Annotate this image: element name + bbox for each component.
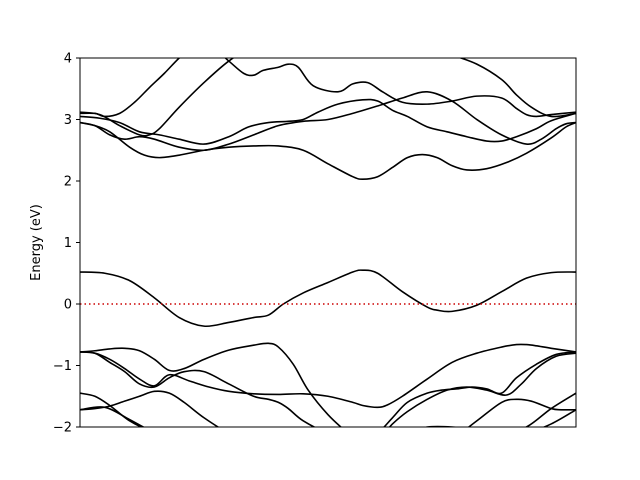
y-tick-label: −1 (53, 359, 72, 374)
band-line-10 (80, 98, 576, 145)
y-tick-label: 2 (64, 175, 72, 190)
band-line-7 (80, 269, 576, 328)
plot-area (80, 58, 576, 427)
band-line-4 (80, 342, 576, 427)
band-line-2 (80, 392, 576, 427)
band-line-6 (80, 351, 576, 427)
y-tick-label: −2 (53, 421, 72, 436)
band-lines (80, 58, 576, 427)
y-tick-label: 1 (64, 236, 72, 251)
band-line-5 (80, 343, 576, 409)
y-tick-label: 4 (64, 52, 72, 67)
band-line-9 (80, 91, 576, 152)
y-tick-label: 0 (64, 298, 72, 313)
band-line-8 (80, 121, 576, 180)
y-axis-ticks: −2 −1 0 1 2 3 4 (53, 52, 80, 436)
band-line-12 (80, 58, 576, 137)
y-tick-label: 3 (64, 113, 72, 128)
y-axis-label: Energy (eV) (29, 204, 44, 281)
band-line-11 (80, 58, 576, 118)
plot-frame (79, 57, 577, 428)
band-line-3 (80, 352, 576, 427)
